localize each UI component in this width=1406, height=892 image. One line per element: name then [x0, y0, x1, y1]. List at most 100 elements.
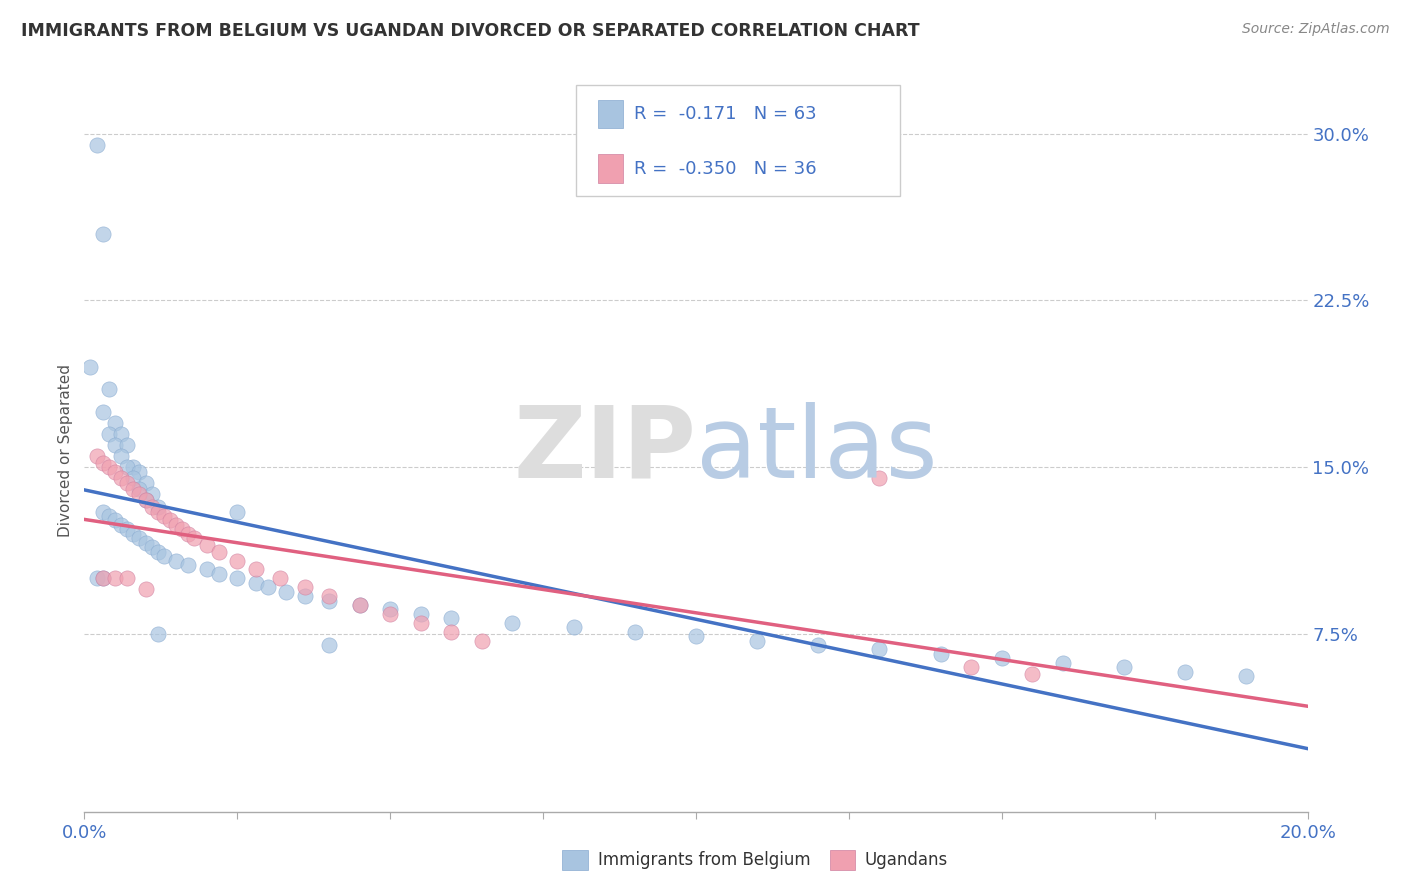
Text: R =  -0.171   N = 63: R = -0.171 N = 63: [634, 105, 817, 123]
Point: [91, 227, 114, 241]
Point: [349, 598, 371, 612]
Point: [135, 493, 157, 508]
Point: [1021, 666, 1043, 681]
Point: [86, 571, 108, 585]
Point: [276, 584, 298, 599]
Point: [195, 538, 218, 552]
Point: [146, 505, 169, 519]
Point: [502, 615, 524, 630]
Point: [1114, 660, 1136, 674]
Point: [128, 465, 150, 479]
Point: [165, 517, 187, 532]
Point: [115, 522, 138, 536]
Point: [146, 627, 169, 641]
Point: [122, 483, 145, 497]
Point: [110, 471, 132, 485]
Point: [747, 633, 769, 648]
Point: [153, 549, 176, 563]
Point: [269, 571, 291, 585]
Point: [208, 566, 231, 581]
Point: [86, 449, 108, 463]
Point: [409, 615, 432, 630]
Text: R =  -0.350   N = 36: R = -0.350 N = 36: [634, 160, 817, 178]
Text: Immigrants from Belgium: Immigrants from Belgium: [598, 851, 810, 869]
Point: [294, 580, 316, 594]
Point: [146, 544, 169, 558]
Point: [91, 456, 114, 470]
Point: [141, 500, 163, 515]
Point: [97, 509, 120, 524]
Point: [91, 505, 114, 519]
Point: [104, 514, 127, 528]
Point: [91, 571, 114, 585]
Point: [318, 593, 340, 607]
Point: [440, 624, 463, 639]
Point: [195, 562, 218, 576]
Point: [440, 611, 463, 625]
Text: IMMIGRANTS FROM BELGIUM VS UGANDAN DIVORCED OR SEPARATED CORRELATION CHART: IMMIGRANTS FROM BELGIUM VS UGANDAN DIVOR…: [21, 22, 920, 40]
Point: [929, 647, 952, 661]
Point: [349, 598, 371, 612]
Point: [177, 526, 200, 541]
Point: [146, 500, 169, 515]
Point: [79, 360, 101, 375]
Text: Ugandans: Ugandans: [865, 851, 948, 869]
Point: [226, 571, 249, 585]
Point: [1052, 656, 1074, 670]
Point: [1174, 665, 1197, 679]
Point: [471, 633, 494, 648]
Point: [380, 607, 402, 621]
Text: Source: ZipAtlas.com: Source: ZipAtlas.com: [1241, 22, 1389, 37]
Point: [318, 638, 340, 652]
Point: [1236, 669, 1258, 683]
Point: [110, 426, 132, 441]
Point: [257, 580, 280, 594]
Point: [86, 137, 108, 152]
Point: [128, 483, 150, 497]
Point: [318, 589, 340, 603]
Point: [97, 426, 120, 441]
Point: [177, 558, 200, 572]
Point: [226, 505, 249, 519]
Point: [135, 582, 157, 597]
Point: [153, 509, 176, 524]
Point: [245, 575, 267, 590]
Point: [91, 404, 114, 418]
Point: [115, 475, 138, 490]
Point: [624, 624, 647, 639]
Point: [183, 531, 205, 545]
Point: [807, 638, 830, 652]
Point: [115, 460, 138, 475]
Text: ZIP: ZIP: [513, 402, 696, 499]
Point: [91, 571, 114, 585]
Point: [135, 475, 157, 490]
Point: [122, 526, 145, 541]
Point: [104, 416, 127, 430]
Point: [135, 535, 157, 549]
Point: [380, 602, 402, 616]
Point: [115, 438, 138, 452]
Point: [562, 620, 585, 634]
Point: [104, 571, 127, 585]
Point: [869, 471, 891, 485]
Point: [104, 465, 127, 479]
Point: [294, 589, 316, 603]
Point: [122, 471, 145, 485]
Point: [159, 514, 181, 528]
Point: [97, 460, 120, 475]
Point: [115, 571, 138, 585]
Point: [97, 382, 120, 396]
Point: [991, 651, 1014, 665]
Point: [960, 660, 983, 674]
Point: [685, 629, 707, 643]
Text: atlas: atlas: [696, 402, 938, 499]
Point: [141, 487, 163, 501]
Point: [122, 460, 145, 475]
Point: [110, 517, 132, 532]
Point: [245, 562, 267, 576]
Point: [208, 544, 231, 558]
Point: [869, 642, 891, 657]
Point: [128, 487, 150, 501]
Point: [128, 531, 150, 545]
Point: [110, 449, 132, 463]
